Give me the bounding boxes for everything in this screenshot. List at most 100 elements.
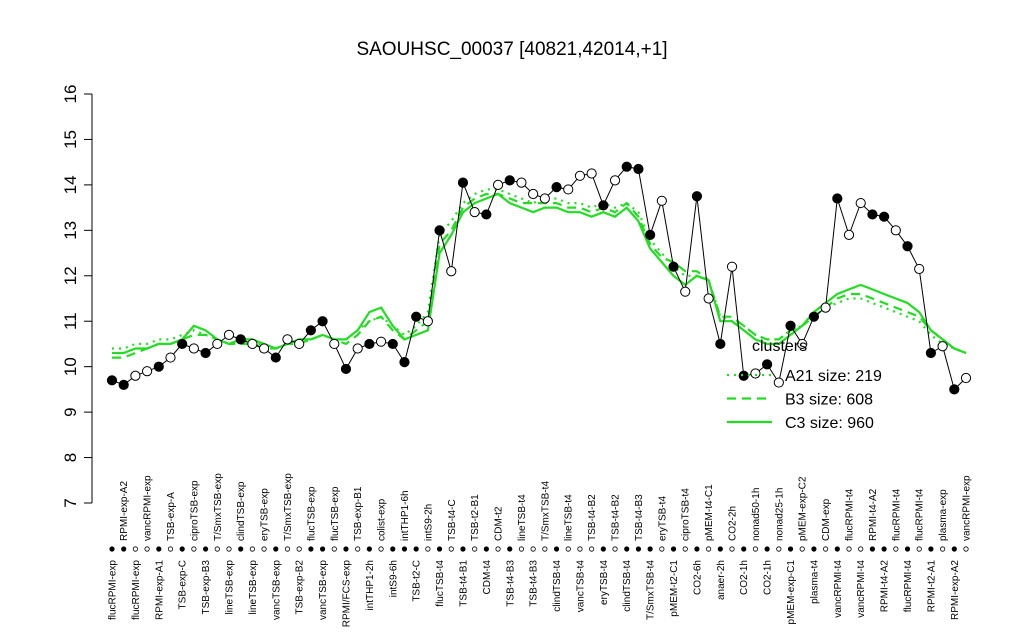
sample-dot — [238, 546, 244, 552]
sample-dot — [483, 546, 489, 552]
point — [808, 311, 820, 322]
sample-dot — [144, 546, 150, 552]
x-tick-label: plasma-t4 — [809, 560, 820, 604]
sample-dot — [413, 546, 419, 552]
y-tick-label: 8 — [61, 453, 80, 462]
point — [411, 311, 422, 322]
sample-dot — [928, 546, 934, 552]
x-tick-label: anaer-2h — [716, 560, 727, 600]
point — [235, 334, 246, 345]
x-tick-label: TSB-t4-B3 — [634, 494, 645, 541]
legend-label: B3 size: 608 — [785, 392, 873, 409]
sample-dot — [167, 546, 174, 552]
point — [539, 193, 550, 204]
x-tick-label: clindTSB-exp — [236, 481, 247, 541]
sample-dot — [565, 546, 571, 552]
sample-dot — [448, 546, 454, 552]
point — [516, 177, 527, 188]
point — [609, 175, 621, 186]
x-tick-label: T/SmxTSB-exp — [283, 473, 294, 541]
x-tick-label: lineTSB-exp — [248, 560, 259, 615]
point — [691, 191, 703, 202]
legend-label: A21 size: 219 — [785, 368, 882, 385]
point — [680, 286, 691, 297]
x-tick-label: clindTSB-t4 — [622, 560, 633, 612]
sample-dot — [647, 546, 653, 552]
point — [247, 338, 258, 350]
sample-dot — [273, 546, 279, 552]
x-tick-label: pMEM-t4-C1 — [704, 484, 715, 541]
sample-dot — [741, 546, 747, 552]
sample-dot — [507, 546, 513, 552]
sample-dot — [472, 546, 478, 552]
sample-dot — [308, 546, 314, 552]
sample-dot — [963, 546, 969, 552]
x-tick-label: colist-exp — [377, 498, 388, 541]
x-tick-label: RPMI-t4-A2 — [880, 560, 891, 613]
x-tick-label: flucTSB-exp — [330, 486, 341, 541]
x-tick-label: eryTSB-t4 — [657, 496, 668, 541]
point — [563, 184, 574, 195]
sample-dot — [612, 546, 618, 552]
x-tick-label: ciproTSB-t4 — [681, 488, 692, 541]
sample-dot — [752, 546, 759, 552]
y-tick-label: 12 — [61, 266, 80, 285]
cluster-line — [112, 192, 967, 359]
x-tick-label: T/SmxTSB-exp — [213, 473, 224, 541]
y-tick-label: 9 — [61, 407, 80, 416]
point — [726, 261, 738, 272]
sample-dot — [869, 546, 876, 552]
sample-dot — [319, 546, 326, 552]
point — [949, 384, 960, 395]
x-tick-label: intS9-6h — [388, 560, 399, 597]
cluster-line — [112, 192, 967, 355]
point — [867, 209, 878, 220]
point — [469, 207, 480, 218]
point — [434, 225, 445, 236]
x-tick-label: CO2-2h — [728, 506, 739, 541]
x-tick-label: flucTSB-t4 — [435, 560, 446, 607]
x-tick-label: RPMI-t4-A2 — [868, 488, 879, 541]
point — [586, 168, 597, 179]
point — [621, 161, 632, 172]
sample-dot — [296, 546, 302, 552]
x-tick-label: flucRPMI-exp — [131, 560, 142, 620]
sample-dot — [694, 546, 700, 552]
point — [364, 338, 375, 350]
sample-dot — [729, 546, 735, 552]
x-tick-label: CDM-t4 — [482, 560, 493, 595]
sample-dot — [916, 546, 922, 552]
y-tick-label: 16 — [61, 85, 80, 104]
x-tick-label: TSB-t4-B3 — [505, 560, 516, 607]
y-tick-label: 10 — [61, 357, 80, 376]
sample-dot — [355, 546, 361, 552]
point — [422, 316, 433, 327]
x-tick-label: CDM-exp — [821, 498, 832, 541]
sample-dot — [425, 546, 431, 552]
x-tick-label: flucRPMI-t4 — [903, 560, 914, 613]
x-tick-label: flucRPMI-t4 — [845, 488, 856, 541]
x-tick-label: clindTSB-t4 — [552, 560, 563, 612]
x-tick-label: flucRPMI-t4 — [915, 488, 926, 541]
sample-dot — [682, 546, 688, 552]
sample-dot — [460, 546, 466, 552]
sample-dot — [191, 546, 197, 552]
point — [960, 372, 972, 384]
point — [106, 375, 118, 386]
sample-dot — [542, 546, 548, 552]
sample-dot — [846, 546, 852, 552]
sample-dot — [518, 546, 525, 552]
x-tick-label: TSB-t4-B3 — [529, 560, 540, 607]
sample-dot — [764, 546, 770, 552]
y-tick-label: 15 — [61, 130, 80, 149]
x-tick-label: lineTSB-t4 — [517, 494, 528, 541]
point — [668, 261, 679, 272]
point — [832, 193, 843, 204]
point — [785, 320, 796, 331]
sample-dot — [226, 546, 232, 552]
point — [141, 366, 153, 377]
x-tick-label: flucRPMI-t4 — [891, 488, 902, 541]
sample-dot — [659, 546, 665, 552]
point — [258, 343, 270, 354]
point — [551, 182, 562, 193]
